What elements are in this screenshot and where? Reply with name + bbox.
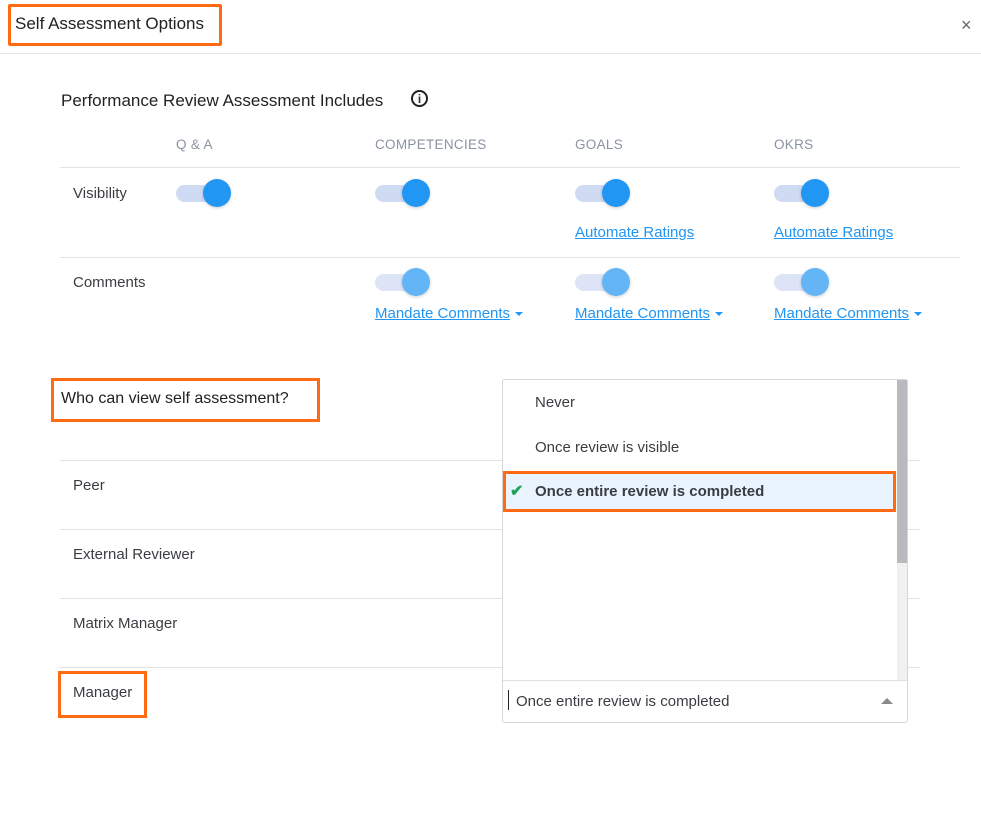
visibility-goals-toggle[interactable] (575, 178, 631, 208)
comments-competencies-toggle[interactable] (375, 267, 431, 297)
column-qa: Q & A (176, 137, 213, 152)
visibility-competencies-toggle[interactable] (375, 178, 431, 208)
divider (60, 667, 920, 668)
scrollbar[interactable] (897, 380, 907, 680)
column-goals: GOALS (575, 137, 624, 152)
okrs-mandate-comments-link[interactable]: Mandate Comments (774, 305, 923, 322)
section-title: Performance Review Assessment Includes (61, 91, 384, 110)
comments-okrs-toggle[interactable] (774, 267, 830, 297)
caret-down-icon (515, 312, 524, 317)
goals-mandate-comments-link[interactable]: Mandate Comments (575, 305, 724, 322)
who-highlight (51, 378, 320, 422)
title-highlight (8, 4, 222, 46)
role-matrix-manager: Matrix Manager (73, 615, 178, 632)
role-peer: Peer (73, 477, 105, 494)
dialog-title: Self Assessment Options (15, 14, 204, 33)
comments-goals-toggle[interactable] (575, 267, 631, 297)
comments-label: Comments (73, 274, 146, 291)
option-label: Once entire review is completed (535, 483, 765, 500)
dropdown-input[interactable]: Once entire review is completed (503, 680, 907, 722)
info-icon[interactable]: i (411, 90, 428, 107)
who-title: Who can view self assessment? (61, 390, 289, 407)
dropdown-value: Once entire review is completed (516, 693, 730, 710)
link-label: Mandate Comments (375, 305, 511, 322)
close-icon[interactable]: × (961, 15, 972, 35)
caret-down-icon (914, 312, 923, 317)
visibility-okrs-toggle[interactable] (774, 178, 830, 208)
link-label: Mandate Comments (575, 305, 711, 322)
option-once-review-visible[interactable]: Once review is visible (535, 439, 680, 456)
link-label: Mandate Comments (774, 305, 910, 322)
option-once-entire-review-completed[interactable]: ✔ Once entire review is completed (503, 471, 896, 512)
divider (60, 598, 920, 599)
column-okrs: OKRS (774, 137, 814, 152)
divider (60, 460, 920, 461)
header-divider (0, 53, 981, 54)
role-external-reviewer: External Reviewer (73, 546, 195, 563)
divider (60, 529, 920, 530)
caret-up-icon[interactable] (881, 698, 893, 704)
caret-down-icon (715, 312, 724, 317)
manager-highlight (58, 671, 147, 718)
competencies-mandate-comments-link[interactable]: Mandate Comments (375, 305, 524, 322)
role-manager: Manager (73, 684, 133, 701)
check-icon: ✔ (510, 483, 524, 500)
visibility-qa-toggle[interactable] (176, 178, 232, 208)
option-never[interactable]: Never (535, 394, 576, 411)
scrollbar-thumb[interactable] (897, 380, 907, 563)
visibility-label: Visibility (73, 185, 127, 202)
divider (60, 167, 960, 168)
goals-automate-ratings-link[interactable]: Automate Ratings (575, 224, 695, 241)
visibility-dropdown[interactable]: Never Once review is visible ✔ Once enti… (502, 379, 908, 723)
text-cursor (508, 690, 509, 710)
okrs-automate-ratings-link[interactable]: Automate Ratings (774, 224, 894, 241)
divider (60, 257, 960, 258)
column-competencies: COMPETENCIES (375, 137, 487, 152)
